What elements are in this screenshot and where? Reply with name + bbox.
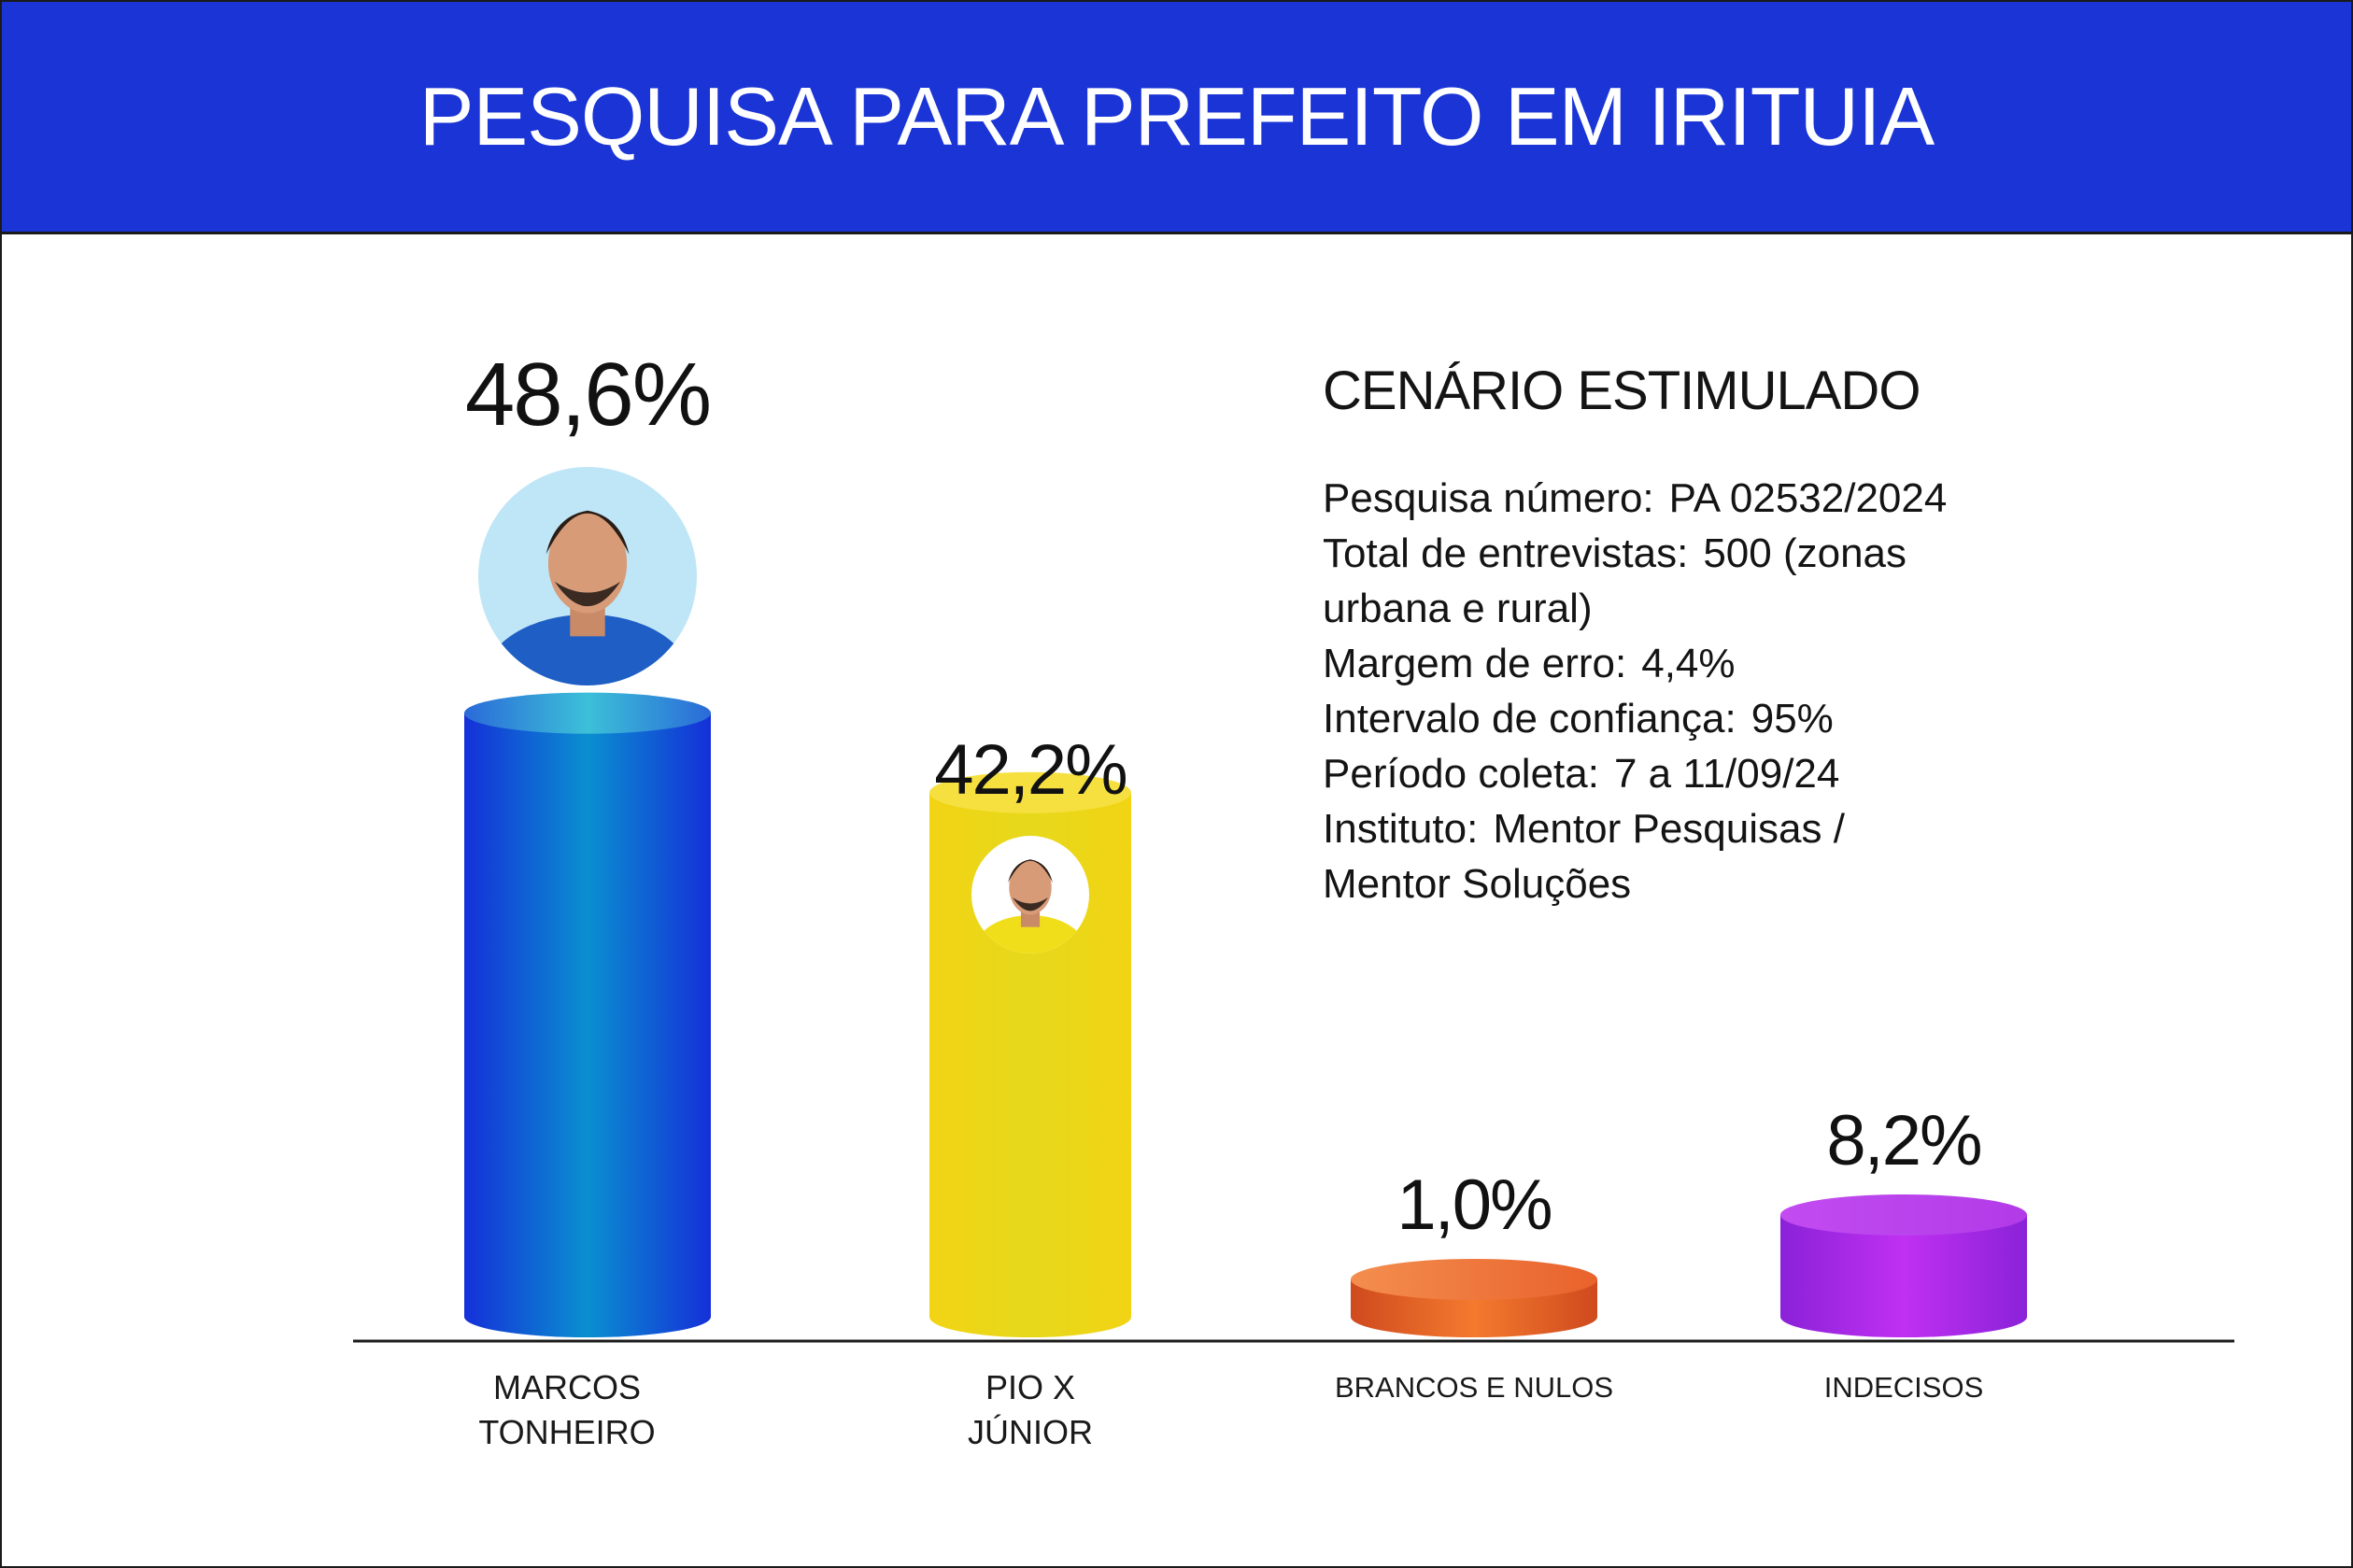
bar-4: [1780, 1194, 2027, 1337]
bar-top: [1780, 1194, 2027, 1236]
info-label: Instituto:: [1323, 806, 1479, 852]
bar-top: [1351, 1259, 1597, 1300]
category-label-line: MARCOS: [492, 1368, 641, 1406]
info-label: Margem de erro:: [1323, 641, 1627, 686]
info-value: 7 a 11/09/24: [1613, 751, 1840, 797]
info-value: 500 (zonas: [1703, 530, 1907, 576]
info-value: Mentor Soluções: [1323, 861, 1632, 907]
info-row: Período coleta: 7 a 11/09/24: [1323, 746, 1995, 801]
info-row: urbana e rural): [1323, 581, 1995, 636]
info-value: urbana e rural): [1323, 586, 1593, 631]
info-value: 95%: [1751, 696, 1834, 742]
info-row: Pesquisa número: PA 02532/2024: [1323, 471, 1995, 526]
info-label: Total de entrevistas:: [1323, 530, 1689, 576]
bar-2: [929, 771, 1131, 1337]
info-row: Intervalo de confiança: 95%: [1323, 691, 1995, 746]
category-label-line: BRANCOS E NULOS: [1334, 1371, 1613, 1404]
bar-3: [1351, 1259, 1597, 1337]
value-label: 1,0%: [1396, 1165, 1551, 1245]
category-label-line: INDECISOS: [1823, 1371, 1984, 1404]
bar-body: [1780, 1214, 2027, 1337]
scenario-subtitle: CENÁRIO ESTIMULADO: [1323, 360, 1921, 421]
info-value: PA 02532/2024: [1668, 475, 1948, 521]
bar-body: [464, 713, 711, 1337]
bar-top: [929, 771, 1131, 813]
category-label: PIO X JÚNIOR: [834, 1365, 1226, 1455]
info-label: Período coleta:: [1323, 751, 1599, 797]
info-label: Intervalo de confiança:: [1323, 696, 1736, 742]
category-label: INDECISOS: [1708, 1365, 2100, 1410]
category-label: BRANCOS E NULOS: [1278, 1365, 1670, 1410]
bar-body: [929, 792, 1131, 1337]
info-row: Mentor Soluções: [1323, 856, 1995, 911]
category-label-line: PIO X: [985, 1368, 1076, 1406]
category-label-line: JÚNIOR: [968, 1413, 1093, 1451]
candidate-photo-pio: [971, 836, 1089, 954]
info-row: Margem de erro: 4,4%: [1323, 636, 1995, 691]
value-label: 42,2%: [934, 730, 1127, 810]
survey-details: Pesquisa número: PA 02532/2024 Total de en…: [1323, 471, 1995, 911]
info-value: Mentor Pesquisas /: [1493, 806, 1845, 852]
title-banner: PESQUISA PARA PREFEITO EM IRITUIA: [2, 2, 2351, 234]
category-label: MARCOS TONHEIRO: [371, 1365, 763, 1455]
candidate-photo-marcos: [478, 467, 697, 685]
info-row: Total de entrevistas: 500 (zonas: [1323, 526, 1995, 581]
page-title: PESQUISA PARA PREFEITO EM IRITUIA: [418, 70, 1935, 162]
bar-top: [464, 692, 711, 734]
survey-info: CENÁRIO ESTIMULADO Pesquisa número: PA 02…: [1323, 360, 1995, 911]
bar-1: [464, 692, 711, 1337]
value-label: 48,6%: [465, 345, 710, 445]
info-row: Instituto: Mentor Pesquisas /: [1323, 801, 1995, 856]
info-value: 4,4%: [1641, 641, 1736, 686]
category-label-line: TONHEIRO: [478, 1413, 656, 1451]
info-label: Pesquisa número:: [1323, 475, 1654, 521]
value-label: 8,2%: [1826, 1101, 1980, 1180]
